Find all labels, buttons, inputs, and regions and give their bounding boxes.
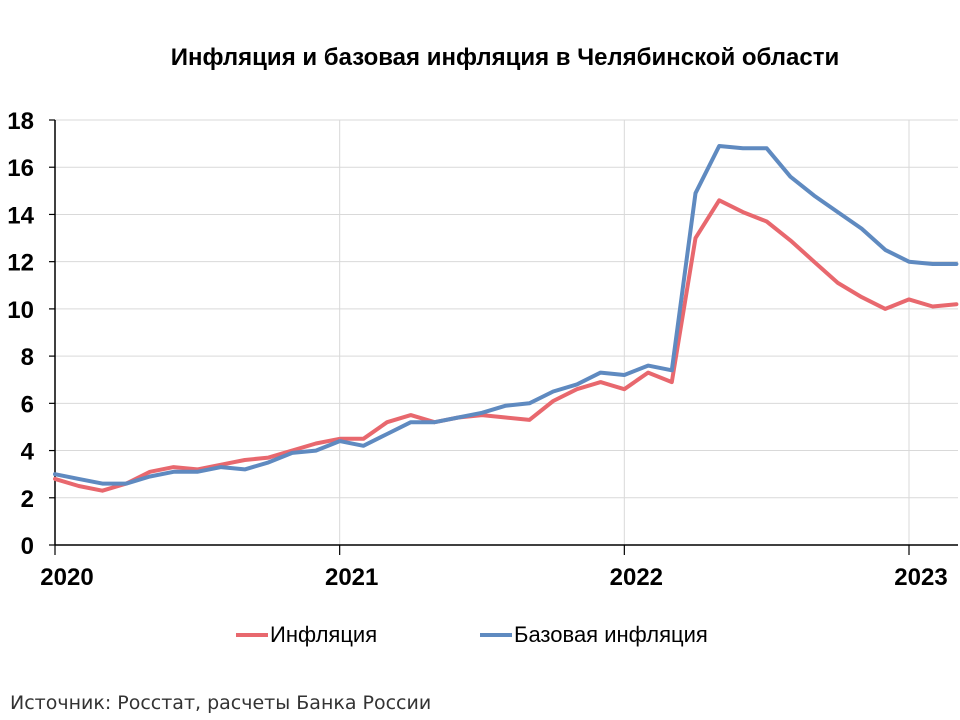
y-tick-label: 16 <box>7 155 34 182</box>
line-chart: 0 2 4 6 8 10 12 14 16 18 2020 2021 2022 2023 <box>7 108 959 591</box>
y-tick-label: 14 <box>7 202 34 229</box>
y-tick-label: 8 <box>21 344 34 371</box>
gridlines <box>55 119 958 545</box>
legend-swatch-inflation <box>236 633 268 637</box>
y-tick-label: 12 <box>7 250 34 277</box>
legend-item-core-inflation: Базовая инфляция <box>480 622 708 648</box>
series-line-inflation <box>53 198 959 493</box>
y-tick-label: 4 <box>21 439 35 466</box>
source-note: Источник: Росстат, расчеты Банка России <box>10 692 432 714</box>
y-tick-label: 2 <box>21 486 34 513</box>
legend-label-core-inflation: Базовая инфляция <box>514 622 708 647</box>
y-tick-label: 0 <box>21 533 34 560</box>
legend-label-inflation: Инфляция <box>270 622 378 647</box>
legend: Инфляция Базовая инфляция <box>0 622 960 652</box>
legend-swatch-core-inflation <box>480 633 512 637</box>
tick-labels: 0 2 4 6 8 10 12 14 16 18 2020 2021 2022 2023 <box>7 108 947 591</box>
y-tick-label: 18 <box>7 108 34 135</box>
legend-item-inflation: Инфляция <box>236 622 377 648</box>
x-tick-label: 2020 <box>40 564 93 591</box>
series-lines <box>53 144 959 493</box>
axes <box>49 119 958 555</box>
x-tick-label: 2023 <box>894 564 947 591</box>
chart-title: Инфляция и базовая инфляция в Челябинско… <box>170 44 840 71</box>
y-tick-label: 6 <box>21 391 34 418</box>
series-line-core-inflation <box>53 144 959 486</box>
x-tick-label: 2022 <box>610 564 663 591</box>
x-tick-label: 2021 <box>325 564 378 591</box>
y-tick-label: 10 <box>7 297 34 324</box>
